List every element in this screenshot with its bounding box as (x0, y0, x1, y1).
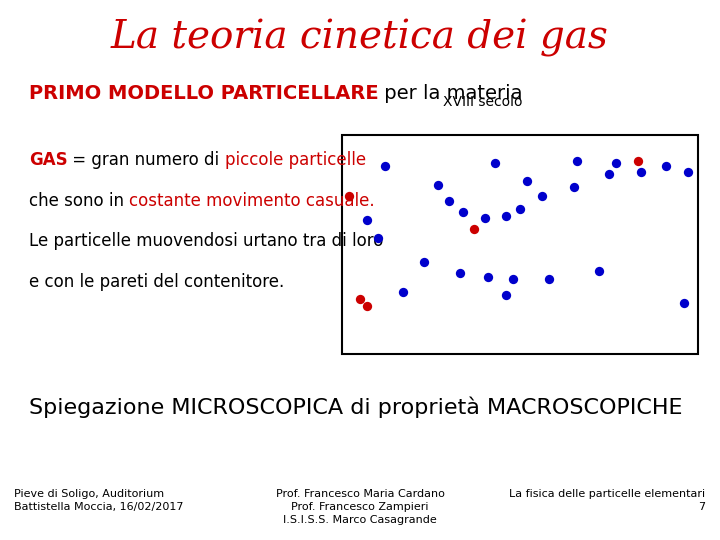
Point (543, 275, 554, 284)
Point (678, 299, 690, 308)
Point (479, 214, 490, 222)
Text: Spiegazione MICROSCOPICA di proprietà MACROSCOPICHE: Spiegazione MICROSCOPICA di proprietà MA… (29, 397, 683, 418)
Point (508, 275, 519, 284)
Point (572, 157, 583, 166)
Text: per la materia: per la materia (379, 84, 523, 103)
Point (536, 192, 547, 200)
Text: Le particelle muovendosi urtano tra di loro: Le particelle muovendosi urtano tra di l… (29, 232, 383, 250)
Point (454, 268, 465, 277)
Point (514, 205, 526, 214)
Point (354, 295, 366, 303)
Point (482, 273, 494, 281)
Text: Prof. Francesco Maria Cardano
Prof. Francesco Zampieri
I.S.I.S.S. Marco Casagran: Prof. Francesco Maria Cardano Prof. Fran… (276, 489, 444, 525)
Point (457, 207, 469, 216)
Bar (342, 135, 698, 354)
Text: XVIII secolo: XVIII secolo (443, 94, 522, 109)
Text: PRIMO MODELLO PARTICELLARE: PRIMO MODELLO PARTICELLARE (29, 84, 379, 103)
Point (593, 266, 604, 275)
Point (361, 301, 373, 310)
Point (397, 288, 408, 297)
Point (632, 157, 644, 166)
Point (568, 183, 580, 192)
Text: La teoria cinetica dei gas: La teoria cinetica dei gas (111, 19, 609, 57)
Point (418, 258, 430, 266)
Point (490, 159, 501, 168)
Text: = gran numero di: = gran numero di (68, 151, 225, 169)
Point (521, 177, 533, 185)
Point (682, 168, 693, 177)
Point (433, 181, 444, 190)
Point (603, 170, 615, 179)
Text: Pieve di Soligo, Auditorium
Battistella Moccia, 16/02/2017: Pieve di Soligo, Auditorium Battistella … (14, 489, 184, 512)
Point (468, 225, 480, 233)
Point (611, 159, 622, 168)
Point (343, 192, 355, 200)
Point (379, 161, 390, 170)
Text: che sono in: che sono in (29, 192, 129, 210)
Point (500, 212, 512, 220)
Point (660, 161, 672, 170)
Point (361, 216, 373, 225)
Text: La fisica delle particelle elementari
7: La fisica delle particelle elementari 7 (510, 489, 706, 512)
Text: e con le pareti del contenitore.: e con le pareti del contenitore. (29, 273, 284, 291)
Point (500, 291, 512, 299)
Text: GAS: GAS (29, 151, 68, 169)
Text: piccole particelle: piccole particelle (225, 151, 366, 169)
Point (636, 168, 647, 177)
Point (443, 197, 455, 205)
Text: costante movimento casuale.: costante movimento casuale. (129, 192, 374, 210)
Point (372, 233, 383, 242)
